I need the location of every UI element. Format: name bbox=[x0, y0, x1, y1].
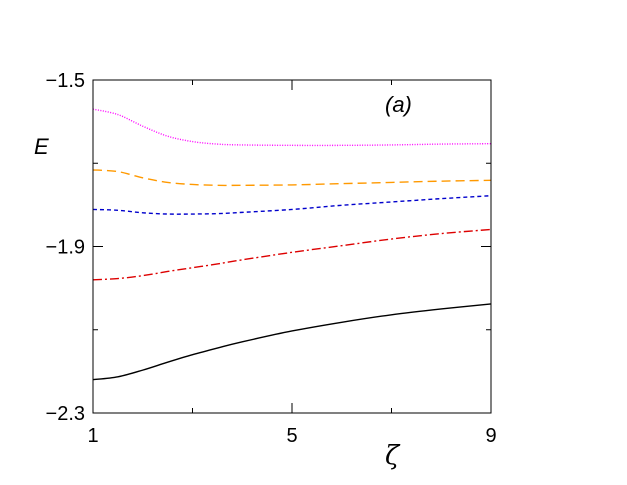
tick-layer: −2.3 −1.9 −1.5 1 5 9 bbox=[46, 70, 497, 447]
series-layer bbox=[92, 108, 492, 381]
plot-frame bbox=[92, 79, 492, 414]
series-line-2 bbox=[92, 169, 492, 187]
y-tick-label: −1.5 bbox=[46, 70, 85, 92]
x-tick-label: 9 bbox=[485, 425, 496, 447]
x-axis-label: ζ bbox=[385, 441, 401, 471]
y-axis-label: E bbox=[34, 134, 49, 159]
series-line-5 bbox=[92, 303, 492, 381]
x-tick-label: 5 bbox=[286, 425, 297, 447]
series-line-1 bbox=[92, 108, 492, 147]
y-tick-label: −2.3 bbox=[46, 403, 85, 425]
series-line-4 bbox=[92, 228, 492, 281]
y-tick-label: −1.9 bbox=[46, 237, 85, 259]
x-tick-label: 1 bbox=[87, 425, 98, 447]
panel-annotation: (a) bbox=[385, 92, 412, 117]
series-line-3 bbox=[92, 195, 492, 215]
